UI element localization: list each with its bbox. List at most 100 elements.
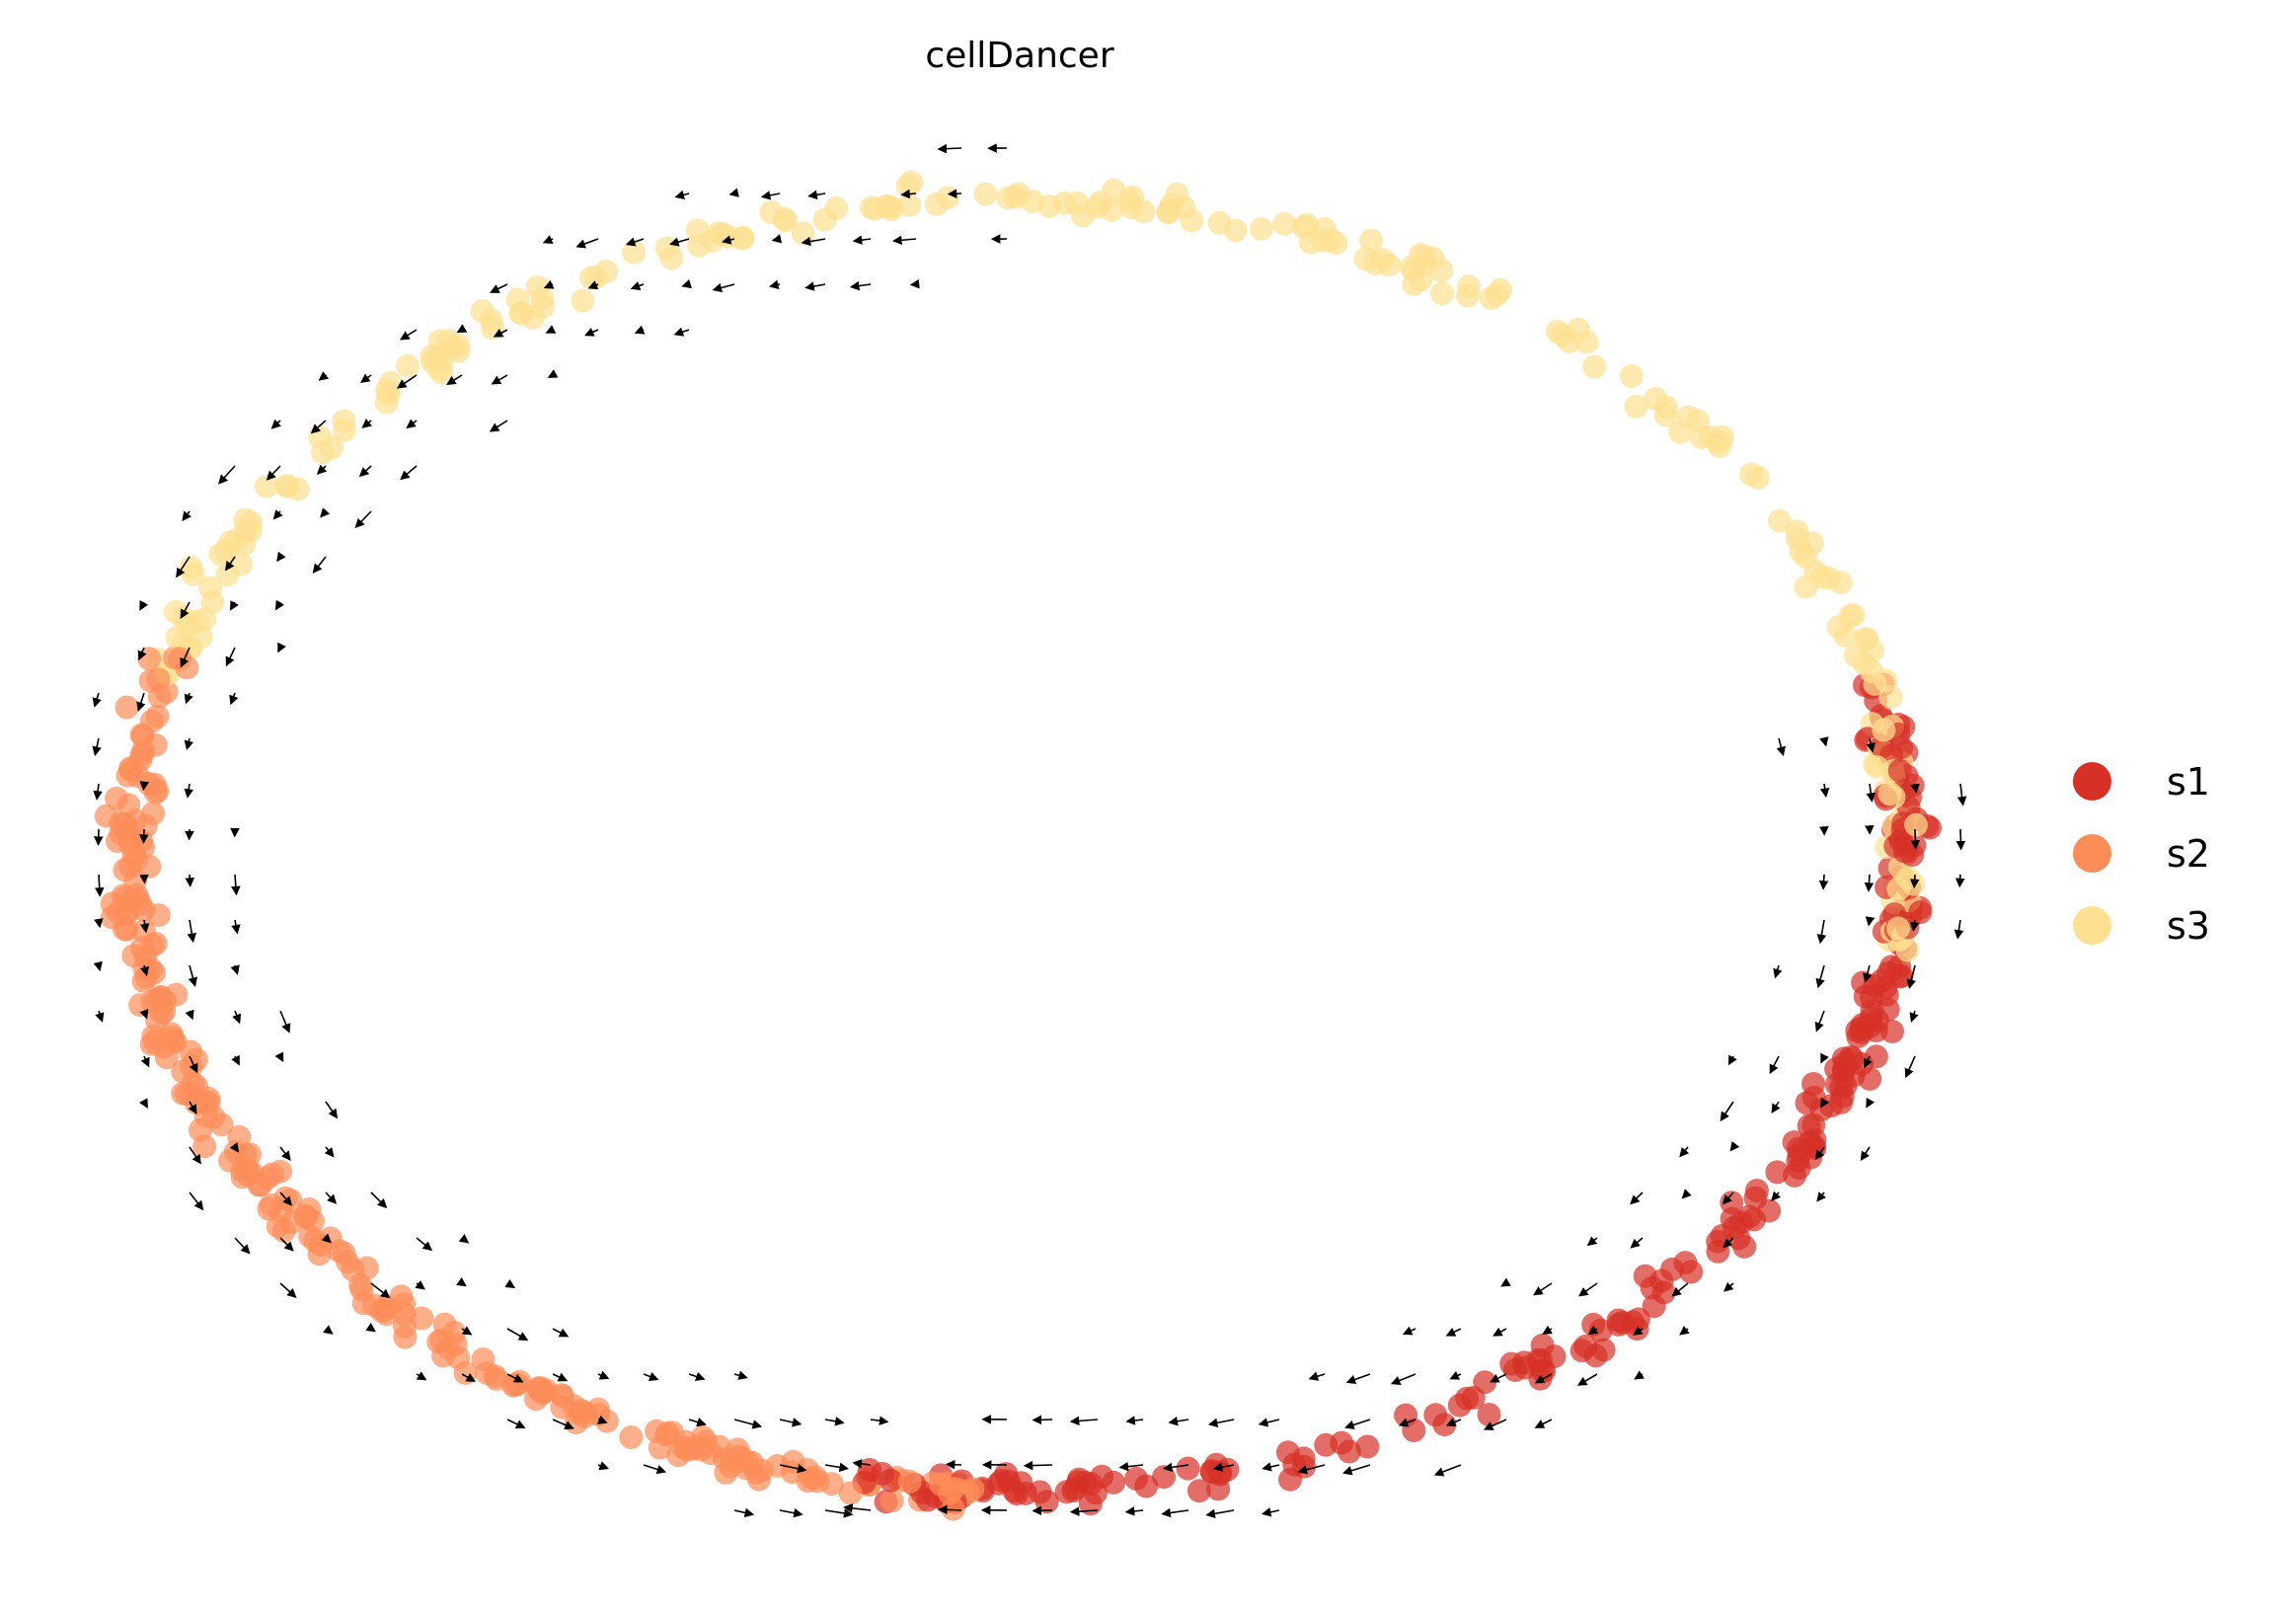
point-s3: [1294, 212, 1319, 237]
velocity-arrow: [1769, 1055, 1780, 1075]
velocity-arrow: [584, 327, 599, 337]
velocity-arrow: [1630, 1237, 1644, 1249]
velocity-arrow: [490, 283, 508, 293]
legend-label-s3: s3: [2167, 903, 2210, 948]
velocity-arrow: [95, 1010, 105, 1023]
point-s2: [645, 1419, 669, 1443]
velocity-arrow: [185, 874, 194, 887]
point-s2: [690, 1424, 715, 1449]
velocity-arrow: [458, 1233, 470, 1244]
velocity-arrow: [779, 1463, 807, 1474]
legend-label-s1: s1: [2167, 759, 2210, 804]
velocity-arrow: [1955, 828, 1966, 851]
point-s2: [393, 1325, 418, 1349]
velocity-arrow: [491, 374, 508, 385]
point-s3: [1794, 545, 1818, 569]
velocity-arrow: [1818, 874, 1829, 890]
velocity-arrow: [1534, 1419, 1553, 1428]
point-s2: [105, 786, 129, 810]
velocity-arrow: [230, 964, 240, 975]
point-s3: [378, 371, 403, 395]
velocity-arrow: [1207, 1418, 1235, 1428]
velocity-arrow: [552, 1419, 574, 1430]
velocity-arrow: [184, 737, 194, 751]
chart-title: cellDancer: [925, 36, 1114, 76]
point-s1: [1879, 955, 1904, 979]
point-s3: [1131, 199, 1156, 224]
velocity-arrow: [852, 235, 872, 245]
point-s1: [1084, 1481, 1108, 1505]
velocity-arrow: [406, 419, 418, 429]
velocity-arrow: [1910, 783, 1920, 794]
point-s2: [180, 1082, 204, 1106]
velocity-arrow: [771, 234, 783, 244]
point-s3: [1826, 615, 1851, 640]
point-s2: [838, 1481, 863, 1505]
velocity-arrow: [1865, 916, 1875, 927]
point-s3: [1872, 718, 1896, 742]
velocity-arrow: [139, 1008, 149, 1020]
velocity-arrow: [1820, 1052, 1829, 1064]
velocity-arrow: [229, 1142, 240, 1153]
point-s2: [666, 1443, 691, 1468]
velocity-arrow: [892, 235, 917, 246]
point-s1: [1355, 1434, 1380, 1459]
velocity-arrow: [669, 237, 690, 247]
point-s1: [1186, 1479, 1211, 1503]
velocity-arrow: [461, 1372, 476, 1382]
velocity-arrow: [543, 279, 555, 289]
point-s1: [1477, 1403, 1501, 1426]
legend-marker-s2: [2073, 834, 2111, 873]
velocity-arrow: [688, 1418, 707, 1427]
velocity-arrow: [1500, 1277, 1511, 1287]
velocity-arrow: [733, 1507, 755, 1518]
legend-item-s2: s2: [2073, 817, 2210, 889]
point-s3: [1370, 248, 1395, 271]
point-s3: [181, 562, 205, 586]
point-s3: [470, 299, 495, 324]
velocity-arrow: [139, 600, 149, 611]
velocity-arrow: [1542, 1325, 1553, 1335]
velocity-arrow: [1402, 1326, 1416, 1336]
velocity-arrow: [92, 692, 102, 708]
point-s3: [571, 288, 595, 313]
point-s3: [824, 196, 849, 220]
velocity-arrow: [1727, 1054, 1737, 1066]
velocity-arrow: [1587, 1325, 1599, 1335]
velocity-arrow: [93, 960, 103, 972]
velocity-arrow: [1953, 919, 1964, 940]
point-s2: [475, 1361, 499, 1385]
point-s3: [1785, 519, 1809, 544]
velocity-arrow: [312, 556, 327, 574]
velocity-arrow: [1863, 964, 1873, 983]
point-s2: [259, 1192, 283, 1217]
point-s1: [1765, 1160, 1790, 1185]
velocity-arrow: [365, 1322, 376, 1333]
point-s3: [1070, 203, 1095, 228]
velocity-arrow: [446, 374, 463, 386]
velocity-arrow: [587, 280, 599, 290]
velocity-arrow: [824, 1508, 854, 1518]
point-s2: [192, 1134, 217, 1159]
velocity-arrow: [218, 465, 236, 485]
point-s3: [1249, 216, 1273, 241]
velocity-arrow: [801, 236, 826, 247]
velocity-arrow: [681, 278, 692, 289]
point-s1: [1809, 1098, 1834, 1121]
velocity-arrow: [189, 1146, 201, 1165]
velocity-arrow: [184, 783, 193, 799]
velocity-arrow: [231, 919, 241, 935]
point-s1: [1726, 1226, 1751, 1251]
legend-marker-s1: [2073, 762, 2111, 801]
point-s2: [505, 1372, 530, 1397]
velocity-arrow: [1492, 1327, 1507, 1337]
velocity-arrow: [1771, 1190, 1782, 1202]
velocity-arrow: [316, 464, 328, 475]
velocity-arrow: [400, 329, 418, 341]
point-s3: [332, 409, 356, 433]
velocity-arrow: [188, 964, 198, 987]
point-s3: [1767, 508, 1792, 533]
point-s1: [1102, 1470, 1126, 1495]
legend-marker-s3: [2073, 906, 2111, 945]
